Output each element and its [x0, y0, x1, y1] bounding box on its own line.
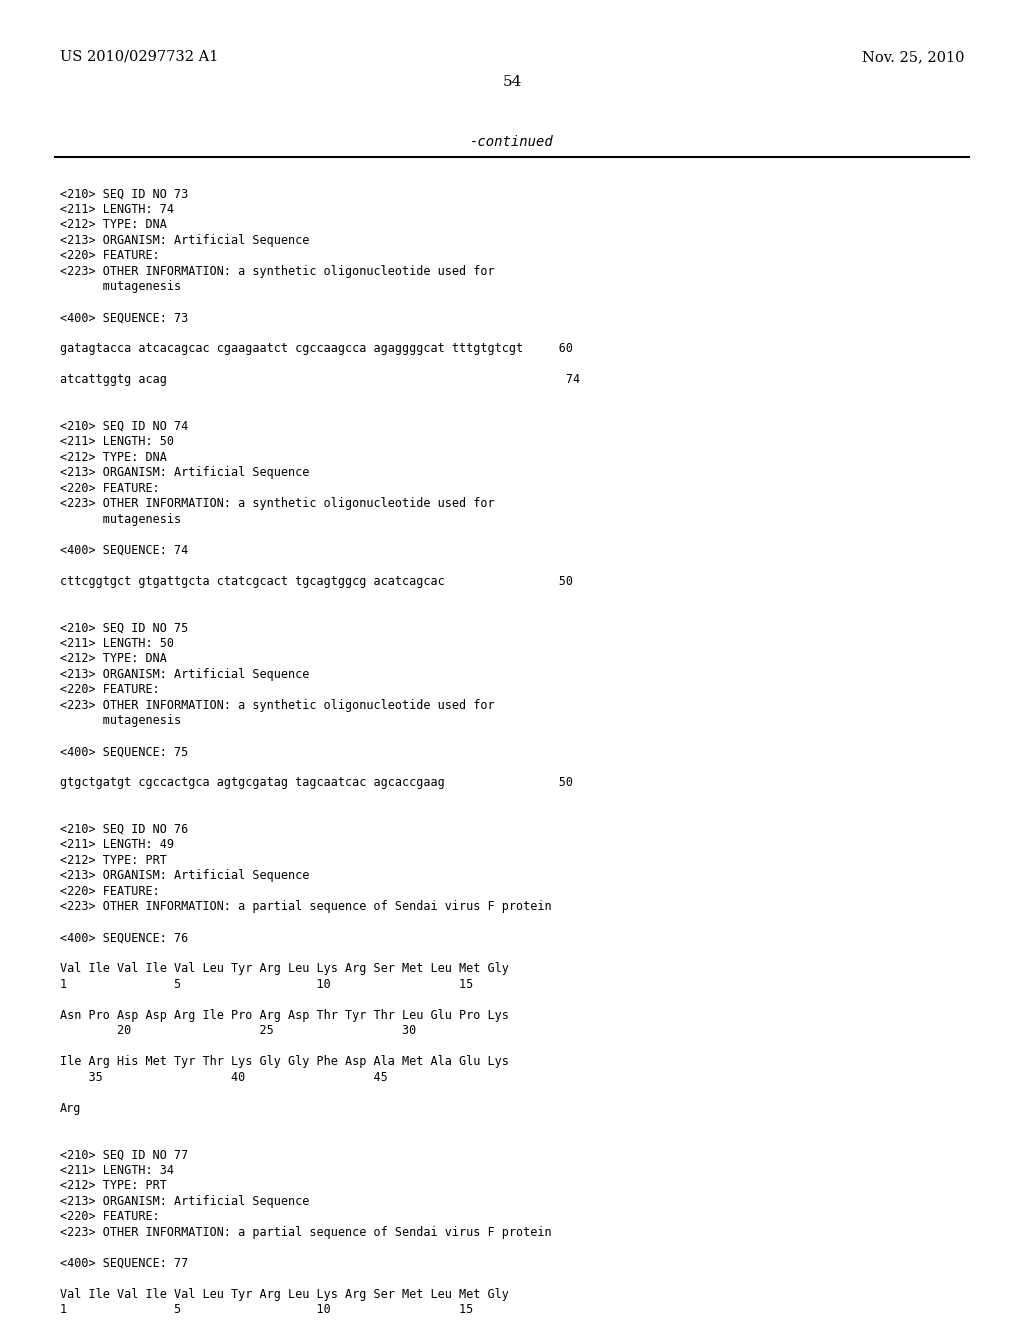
Text: <400> SEQUENCE: 75: <400> SEQUENCE: 75 [60, 746, 188, 758]
Text: <223> OTHER INFORMATION: a synthetic oligonucleotide used for: <223> OTHER INFORMATION: a synthetic oli… [60, 498, 495, 511]
Text: gtgctgatgt cgccactgca agtgcgatag tagcaatcac agcaccgaag                50: gtgctgatgt cgccactgca agtgcgatag tagcaat… [60, 776, 573, 789]
Text: Val Ile Val Ile Val Leu Tyr Arg Leu Lys Arg Ser Met Leu Met Gly: Val Ile Val Ile Val Leu Tyr Arg Leu Lys … [60, 962, 509, 975]
Text: <223> OTHER INFORMATION: a partial sequence of Sendai virus F protein: <223> OTHER INFORMATION: a partial seque… [60, 1226, 552, 1238]
Text: <211> LENGTH: 49: <211> LENGTH: 49 [60, 838, 174, 851]
Text: <210> SEQ ID NO 73: <210> SEQ ID NO 73 [60, 187, 188, 201]
Text: Nov. 25, 2010: Nov. 25, 2010 [861, 50, 964, 63]
Text: 35                  40                  45: 35 40 45 [60, 1071, 388, 1084]
Text: <212> TYPE: DNA: <212> TYPE: DNA [60, 451, 167, 463]
Text: <400> SEQUENCE: 77: <400> SEQUENCE: 77 [60, 1257, 188, 1270]
Text: -continued: -continued [470, 135, 554, 149]
Text: <220> FEATURE:: <220> FEATURE: [60, 684, 160, 697]
Text: 1               5                   10                  15: 1 5 10 15 [60, 1303, 473, 1316]
Text: <213> ORGANISM: Artificial Sequence: <213> ORGANISM: Artificial Sequence [60, 1195, 309, 1208]
Text: Asn Pro Asp Asp Arg Ile Pro Arg Asp Thr Tyr Thr Leu Glu Pro Lys: Asn Pro Asp Asp Arg Ile Pro Arg Asp Thr … [60, 1008, 509, 1022]
Text: <213> ORGANISM: Artificial Sequence: <213> ORGANISM: Artificial Sequence [60, 870, 309, 882]
Text: <223> OTHER INFORMATION: a synthetic oligonucleotide used for: <223> OTHER INFORMATION: a synthetic oli… [60, 265, 495, 279]
Text: <212> TYPE: PRT: <212> TYPE: PRT [60, 1179, 167, 1192]
Text: mutagenesis: mutagenesis [60, 513, 181, 525]
Text: mutagenesis: mutagenesis [60, 280, 181, 293]
Text: US 2010/0297732 A1: US 2010/0297732 A1 [60, 50, 218, 63]
Text: <212> TYPE: DNA: <212> TYPE: DNA [60, 218, 167, 231]
Text: mutagenesis: mutagenesis [60, 714, 181, 727]
Text: <220> FEATURE:: <220> FEATURE: [60, 1210, 160, 1224]
Text: cttcggtgct gtgattgcta ctatcgcact tgcagtggcg acatcagcac                50: cttcggtgct gtgattgcta ctatcgcact tgcagtg… [60, 576, 573, 587]
Text: <223> OTHER INFORMATION: a partial sequence of Sendai virus F protein: <223> OTHER INFORMATION: a partial seque… [60, 900, 552, 913]
Text: <212> TYPE: DNA: <212> TYPE: DNA [60, 652, 167, 665]
Text: <210> SEQ ID NO 74: <210> SEQ ID NO 74 [60, 420, 188, 433]
Text: <220> FEATURE:: <220> FEATURE: [60, 249, 160, 263]
Text: <400> SEQUENCE: 73: <400> SEQUENCE: 73 [60, 312, 188, 325]
Text: <220> FEATURE:: <220> FEATURE: [60, 884, 160, 898]
Text: 1               5                   10                  15: 1 5 10 15 [60, 978, 473, 991]
Text: Val Ile Val Ile Val Leu Tyr Arg Leu Lys Arg Ser Met Leu Met Gly: Val Ile Val Ile Val Leu Tyr Arg Leu Lys … [60, 1288, 509, 1300]
Text: <212> TYPE: PRT: <212> TYPE: PRT [60, 854, 167, 867]
Text: <211> LENGTH: 50: <211> LENGTH: 50 [60, 436, 174, 449]
Text: <210> SEQ ID NO 75: <210> SEQ ID NO 75 [60, 622, 188, 635]
Text: gatagtacca atcacagcac cgaagaatct cgccaagcca agaggggcat tttgtgtcgt     60: gatagtacca atcacagcac cgaagaatct cgccaag… [60, 342, 573, 355]
Text: <220> FEATURE:: <220> FEATURE: [60, 482, 160, 495]
Text: <210> SEQ ID NO 77: <210> SEQ ID NO 77 [60, 1148, 188, 1162]
Text: <211> LENGTH: 34: <211> LENGTH: 34 [60, 1164, 174, 1176]
Text: <213> ORGANISM: Artificial Sequence: <213> ORGANISM: Artificial Sequence [60, 234, 309, 247]
Text: Arg: Arg [60, 1102, 81, 1115]
Text: <213> ORGANISM: Artificial Sequence: <213> ORGANISM: Artificial Sequence [60, 466, 309, 479]
Text: 20                  25                  30: 20 25 30 [60, 1024, 416, 1038]
Text: <213> ORGANISM: Artificial Sequence: <213> ORGANISM: Artificial Sequence [60, 668, 309, 681]
Text: <400> SEQUENCE: 76: <400> SEQUENCE: 76 [60, 932, 188, 944]
Text: <400> SEQUENCE: 74: <400> SEQUENCE: 74 [60, 544, 188, 557]
Text: <211> LENGTH: 74: <211> LENGTH: 74 [60, 203, 174, 216]
Text: <211> LENGTH: 50: <211> LENGTH: 50 [60, 636, 174, 649]
Text: <210> SEQ ID NO 76: <210> SEQ ID NO 76 [60, 822, 188, 836]
Text: Ile Arg His Met Tyr Thr Lys Gly Gly Phe Asp Ala Met Ala Glu Lys: Ile Arg His Met Tyr Thr Lys Gly Gly Phe … [60, 1055, 509, 1068]
Text: 54: 54 [503, 75, 521, 88]
Text: <223> OTHER INFORMATION: a synthetic oligonucleotide used for: <223> OTHER INFORMATION: a synthetic oli… [60, 698, 495, 711]
Text: atcattggtg acag                                                        74: atcattggtg acag 74 [60, 374, 581, 387]
